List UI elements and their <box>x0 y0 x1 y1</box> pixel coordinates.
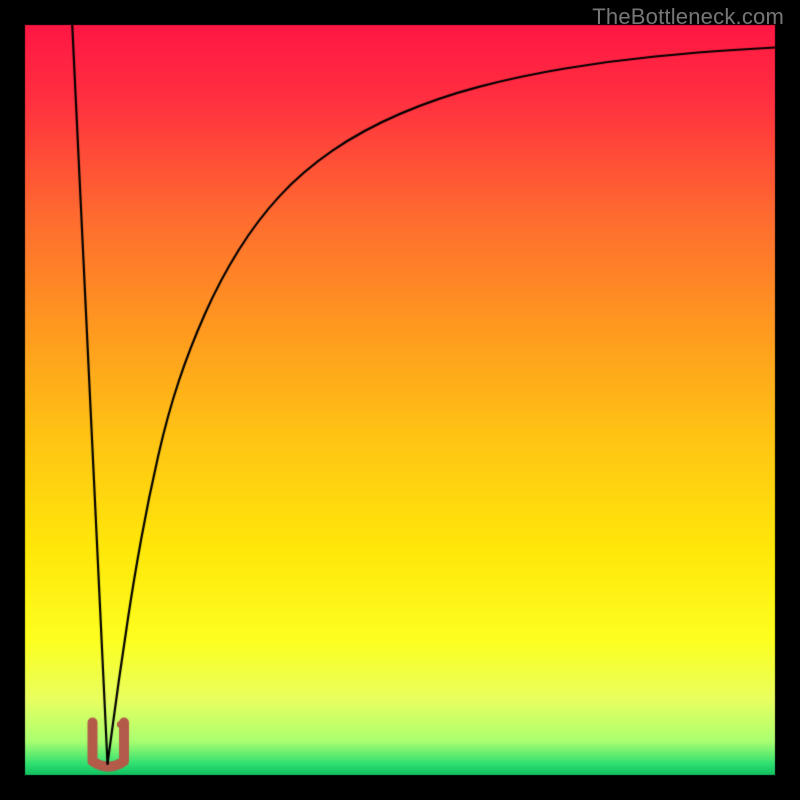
chart-stage: TheBottleneck.com <box>0 0 800 800</box>
bottleneck-curve <box>0 0 800 800</box>
watermark-text: TheBottleneck.com <box>592 4 784 30</box>
